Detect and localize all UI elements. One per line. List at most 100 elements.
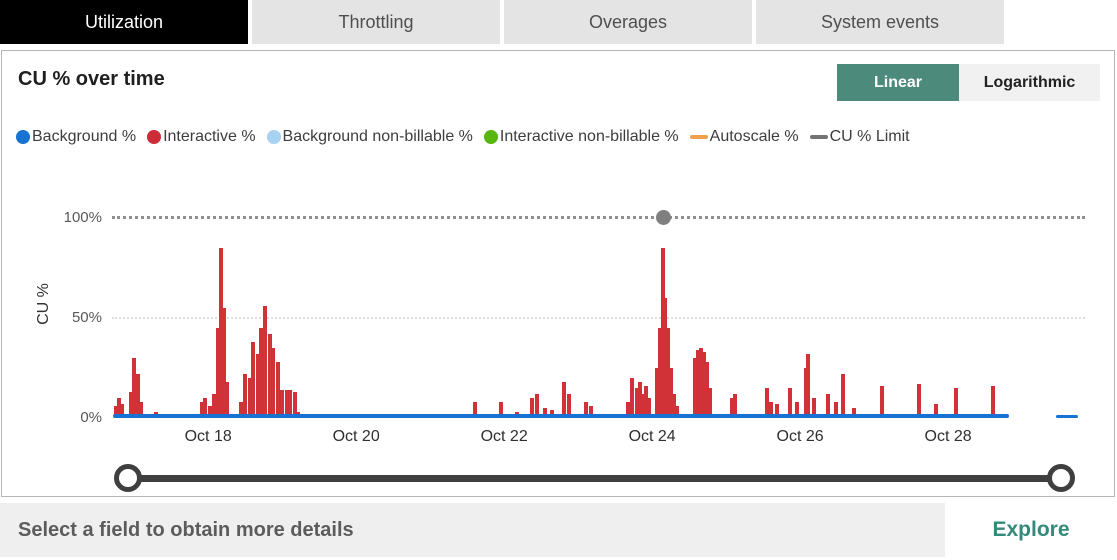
slider-handle-end[interactable] <box>1047 464 1075 492</box>
background-line-segment[interactable] <box>113 414 1009 418</box>
chart-bar[interactable] <box>669 368 674 418</box>
chart-bar[interactable] <box>825 394 830 418</box>
chart-bar[interactable] <box>292 392 297 418</box>
chart-bar[interactable] <box>654 368 659 418</box>
chart-bar[interactable] <box>696 350 701 418</box>
chart-bar[interactable] <box>775 404 780 418</box>
chart-bar[interactable] <box>499 402 504 418</box>
chart-bar[interactable] <box>647 398 652 418</box>
plot-area[interactable] <box>112 210 1085 418</box>
linear-button[interactable]: Linear <box>837 64 959 101</box>
chart-bar[interactable] <box>562 382 567 418</box>
legend-item-background[interactable]: Background % <box>16 128 136 146</box>
chart-bar[interactable] <box>787 388 792 418</box>
tab-overages[interactable]: Overages <box>504 0 752 44</box>
chart-bar[interactable] <box>583 402 588 418</box>
chart-bar[interactable] <box>284 390 289 418</box>
chart-bar[interactable] <box>704 362 709 418</box>
chart-bar[interactable] <box>263 306 268 418</box>
chart-bar[interactable] <box>644 386 649 418</box>
chart-bar[interactable] <box>566 394 571 418</box>
explore-button[interactable]: Explore <box>945 503 1117 557</box>
chart-bar[interactable] <box>117 398 122 418</box>
legend-item-cu-limit[interactable]: CU % Limit <box>809 128 910 146</box>
y-tick-label: 0% <box>80 409 102 426</box>
chart-bar[interactable] <box>954 388 959 418</box>
cu-limit-marker[interactable] <box>656 210 672 225</box>
chart-bar[interactable] <box>132 358 137 418</box>
chart-bar[interactable] <box>672 394 677 418</box>
chart-bar[interactable] <box>675 406 680 418</box>
time-range-slider-track[interactable] <box>128 475 1062 482</box>
chart-bar[interactable] <box>806 354 811 418</box>
chart-bar[interactable] <box>707 388 712 418</box>
chart-bar[interactable] <box>243 374 248 418</box>
chart-bar[interactable] <box>634 388 639 418</box>
chart-bar[interactable] <box>660 248 665 418</box>
legend-item-interactive[interactable]: Interactive % <box>147 128 256 146</box>
chart-bar[interactable] <box>218 248 223 418</box>
chart-bar[interactable] <box>589 406 594 418</box>
chart-bar[interactable] <box>663 298 668 418</box>
chart-bar[interactable] <box>259 328 264 418</box>
tab-system-events[interactable]: System events <box>756 0 1004 44</box>
logarithmic-button[interactable]: Logarithmic <box>959 64 1100 101</box>
chart-bar[interactable] <box>834 402 839 418</box>
chart-bar[interactable] <box>657 328 662 418</box>
background-line-segment[interactable] <box>1056 415 1078 418</box>
chart-bar[interactable] <box>934 404 939 418</box>
chart-bar[interactable] <box>224 382 229 418</box>
chart-bar[interactable] <box>534 394 539 418</box>
tab-utilization[interactable]: Utilization <box>0 0 248 44</box>
chart-bar[interactable] <box>698 348 703 418</box>
chart-bar[interactable] <box>990 386 995 418</box>
chart-bar[interactable] <box>267 334 272 418</box>
chart-bar[interactable] <box>916 384 921 418</box>
chart-bar[interactable] <box>630 378 635 418</box>
chart-bar[interactable] <box>207 406 212 418</box>
chart-bar[interactable] <box>271 348 276 418</box>
chart-bar[interactable] <box>288 390 293 418</box>
chart-bar[interactable] <box>215 328 220 418</box>
chart-bar[interactable] <box>129 392 134 418</box>
chart-bar[interactable] <box>247 378 252 418</box>
chart-bar[interactable] <box>542 408 547 418</box>
chart-bar[interactable] <box>626 402 631 418</box>
chart-bar[interactable] <box>114 406 119 418</box>
chart-bar[interactable] <box>275 362 280 418</box>
chart-bar[interactable] <box>812 398 817 418</box>
chart-bar[interactable] <box>212 394 217 418</box>
legend-item-autoscale[interactable]: Autoscale % <box>689 128 799 146</box>
slider-handle-start[interactable] <box>114 464 142 492</box>
chart-bar[interactable] <box>764 388 769 418</box>
chart-bar[interactable] <box>795 402 800 418</box>
chart-bar[interactable] <box>637 382 642 418</box>
chart-bar[interactable] <box>693 358 698 418</box>
chart-bar[interactable] <box>530 398 535 418</box>
chart-bar[interactable] <box>640 394 645 418</box>
chart-bar[interactable] <box>730 398 735 418</box>
chart-bar[interactable] <box>841 374 846 418</box>
chart-bar[interactable] <box>472 402 477 418</box>
chart-bar[interactable] <box>804 368 809 418</box>
chart-bar[interactable] <box>280 390 285 418</box>
x-tick-label: Oct 28 <box>924 428 972 445</box>
chart-bar[interactable] <box>138 402 143 418</box>
chart-bar[interactable] <box>120 404 125 418</box>
chart-bar[interactable] <box>199 402 204 418</box>
chart-bar[interactable] <box>203 398 208 418</box>
chart-bar[interactable] <box>135 374 140 418</box>
chart-bar[interactable] <box>701 352 706 418</box>
legend-item-background-nonbillable[interactable]: Background non-billable % <box>266 128 473 146</box>
chart-bar[interactable] <box>221 308 226 418</box>
chart-bar[interactable] <box>879 386 884 418</box>
chart-bar[interactable] <box>251 342 256 418</box>
chart-bar[interactable] <box>852 408 857 418</box>
chart-bar[interactable] <box>255 354 260 418</box>
chart-bar[interactable] <box>666 328 671 418</box>
legend-item-interactive-nonbillable[interactable]: Interactive non-billable % <box>483 128 679 146</box>
chart-bar[interactable] <box>769 402 774 418</box>
chart-bar[interactable] <box>239 402 244 418</box>
tab-throttling[interactable]: Throttling <box>252 0 500 44</box>
chart-bar[interactable] <box>733 394 738 418</box>
